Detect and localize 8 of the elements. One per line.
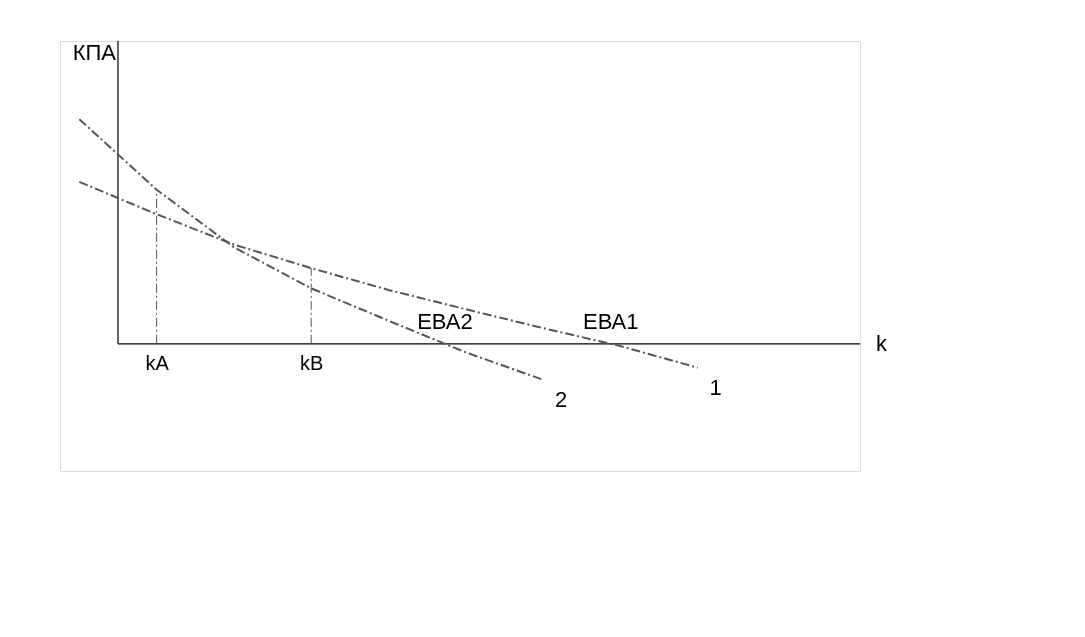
annotation: ЕВА1 — [582, 308, 639, 334]
series-label: 2 — [554, 386, 568, 412]
y-axis-title: КПА — [72, 40, 117, 65]
annotation: ЕВА2 — [417, 308, 473, 334]
x-tick-label: kB — [300, 352, 324, 375]
x-tick-label: kA — [145, 352, 170, 375]
series-label: 1 — [709, 374, 722, 400]
x-axis-title: k — [876, 330, 888, 356]
